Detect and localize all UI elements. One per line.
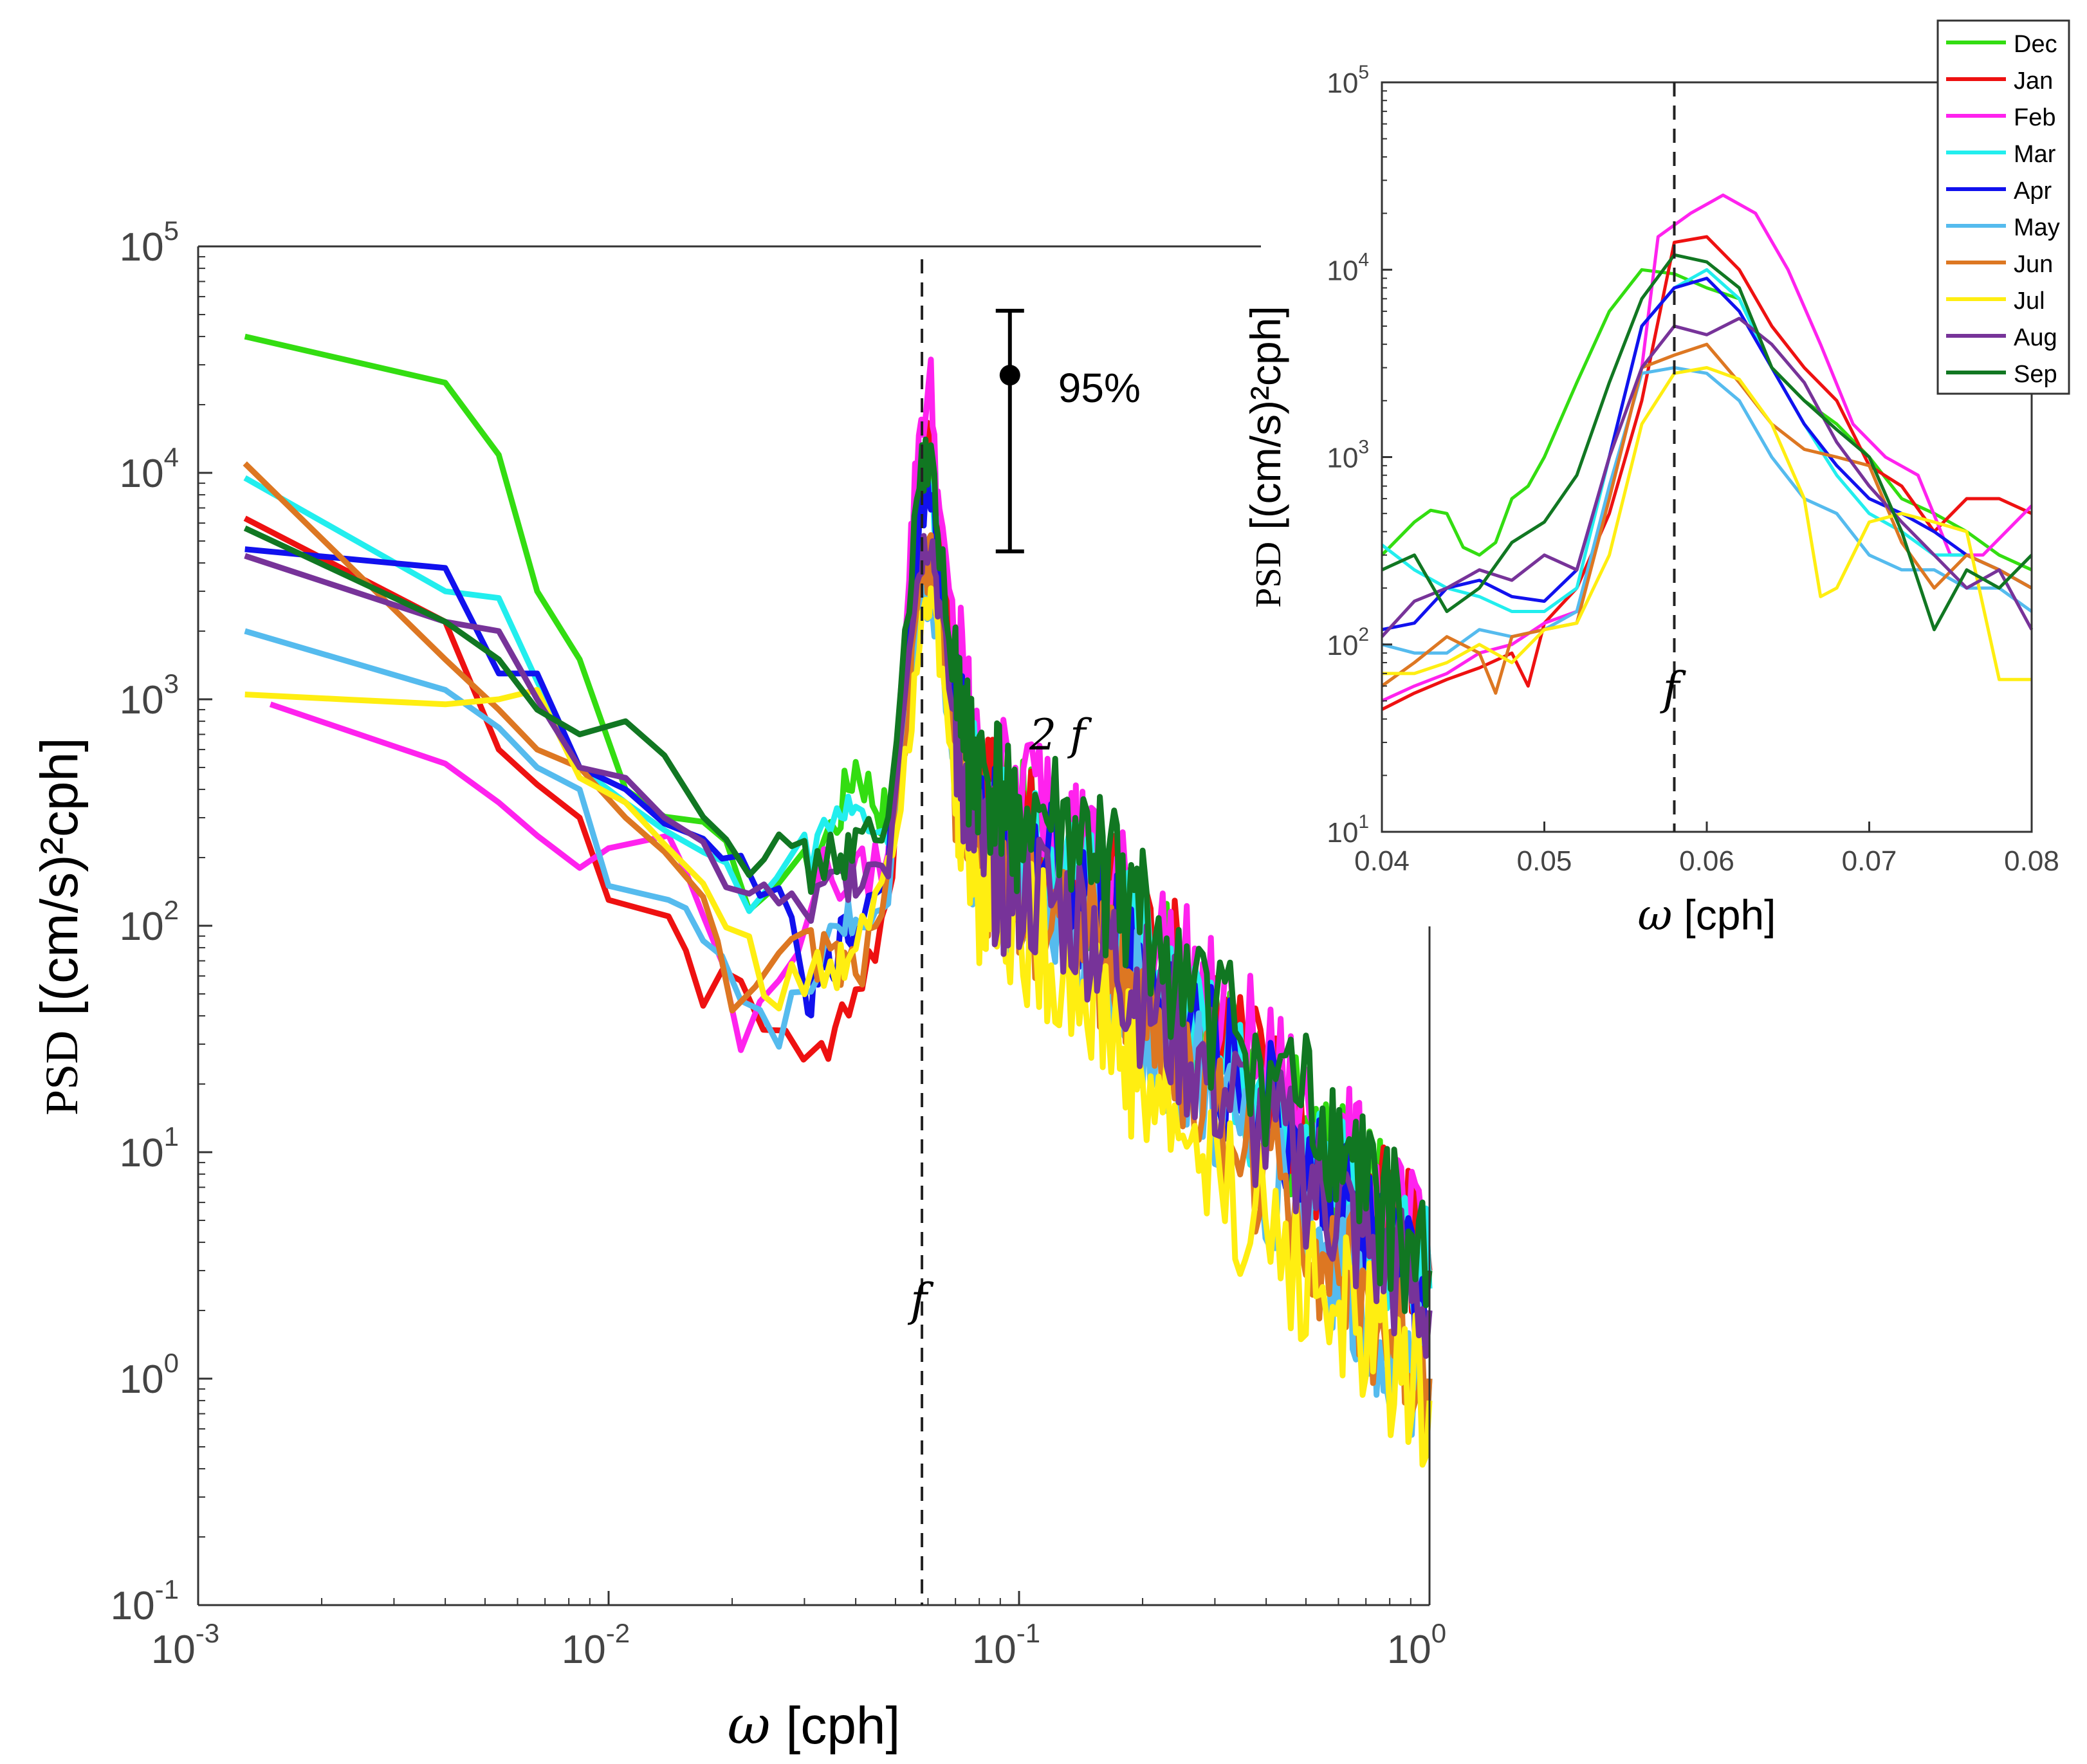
main-x-tick-label: 10-3 bbox=[151, 1618, 219, 1672]
legend-label-feb: Feb bbox=[2014, 104, 2055, 131]
main-x-tick-label: 10-1 bbox=[972, 1618, 1040, 1672]
legend-items: Dec Jan Feb Mar Apr May Jun Jul Aug Sep bbox=[1946, 31, 2060, 388]
ci-center-marker bbox=[999, 365, 1020, 386]
legend-label-jul: Jul bbox=[2014, 288, 2045, 315]
inset-x-tick-label: 0.06 bbox=[1679, 845, 1734, 877]
legend-label-may: May bbox=[2014, 214, 2060, 241]
main-y-tick-label: 101 bbox=[120, 1121, 179, 1175]
main-y-axis-label: PSD [(cm/s)²cph] bbox=[30, 737, 89, 1116]
inset-y-tick-label: 105 bbox=[1327, 62, 1369, 99]
legend-box bbox=[1936, 19, 2070, 395]
legend-label-jun: Jun bbox=[2014, 251, 2053, 278]
inset-plot-area bbox=[1382, 82, 2032, 832]
main-x-tick-label: 100 bbox=[1387, 1618, 1446, 1672]
harmonic-2f-label: 2 f bbox=[1029, 710, 1092, 760]
legend-label-mar: Mar bbox=[2014, 141, 2056, 168]
legend-label-dec: Dec bbox=[2014, 31, 2057, 58]
inset-series-line-jan bbox=[1381, 235, 2033, 712]
main-y-tick-label: 103 bbox=[120, 668, 179, 722]
inset-series-line-may bbox=[1381, 366, 2033, 655]
series-line-sep bbox=[243, 436, 1433, 1314]
confidence-interval: 95% bbox=[995, 308, 1141, 554]
inset-x-axis-label: ω [cph] bbox=[1638, 890, 1776, 940]
legend: Dec Jan Feb Mar Apr May Jun Jul Aug Sep bbox=[1936, 19, 2070, 395]
inset-series-line-jul bbox=[1382, 366, 2032, 681]
legend-label-jan: Jan bbox=[2014, 68, 2053, 95]
inset-series-line-mar bbox=[1381, 268, 2033, 613]
main-y-tick-label: 105 bbox=[120, 216, 179, 270]
inset-series-line-jun bbox=[1381, 342, 2033, 695]
inset-x-tick-label: 0.04 bbox=[1354, 845, 1410, 877]
inset-series-line-dec bbox=[1381, 268, 2033, 572]
inset-y-axis-label: PSD [(cm/s)²cph] bbox=[1242, 306, 1289, 607]
main-series-group bbox=[243, 333, 1433, 1468]
legend-label-aug: Aug bbox=[2014, 324, 2057, 351]
inset-x-tick-label: 0.05 bbox=[1517, 845, 1572, 877]
series-line-aug bbox=[244, 533, 1433, 1359]
legend-label-sep: Sep bbox=[2014, 361, 2057, 388]
inset-series-line-apr bbox=[1381, 277, 2033, 632]
inset-x-tick-label: 0.07 bbox=[1842, 845, 1897, 877]
main-x-axis-label: ω [cph] bbox=[728, 1695, 901, 1756]
main-y-tick-label: 100 bbox=[120, 1348, 179, 1402]
main-x-tick-label: 10-2 bbox=[562, 1618, 630, 1672]
legend-label-apr: Apr bbox=[2014, 178, 2052, 205]
inset-series-group bbox=[1381, 193, 2034, 712]
inset-series-line-sep bbox=[1381, 253, 2033, 632]
main-y-tick-label: 10-1 bbox=[111, 1574, 179, 1628]
main-plot-area bbox=[198, 246, 1430, 1605]
ci-label: 95% bbox=[1058, 365, 1141, 411]
main-y-tick-label: 104 bbox=[120, 442, 179, 496]
main-y-tick-label: 102 bbox=[120, 895, 179, 949]
inset-x-tick-label: 0.08 bbox=[2004, 845, 2059, 877]
